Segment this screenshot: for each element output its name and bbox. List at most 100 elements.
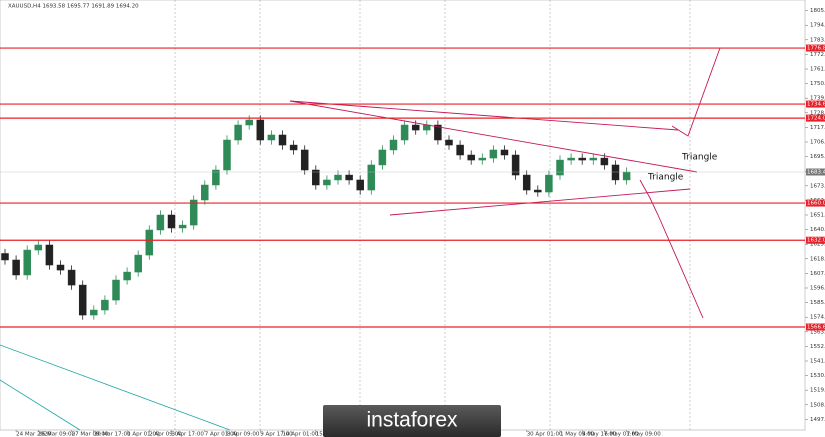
candle-body: [611, 164, 620, 181]
candle-body: [234, 124, 242, 141]
level-tag: [806, 100, 825, 108]
candle-body: [178, 224, 187, 229]
level-tag: [806, 114, 825, 122]
x-tick-label: 2 Apr 09:00: [149, 432, 182, 437]
candle-body: [12, 259, 20, 276]
candle-body: [411, 124, 420, 131]
y-tick-label: 1530.00: [810, 373, 825, 379]
candle-body: [34, 244, 43, 251]
candle-body: [323, 179, 331, 186]
x-tick-label: 30 Mar 17:00: [94, 432, 131, 437]
watermark-box: [323, 405, 501, 437]
candle-body: [511, 154, 520, 176]
triangle-lines: [289, 47, 721, 319]
candle-body: [423, 124, 431, 131]
y-tick-label: 1717.00: [810, 125, 825, 131]
current-price-label: 1683.40: [807, 170, 825, 176]
level-label: 1776.80: [807, 46, 825, 52]
level-tag: [806, 323, 825, 331]
level-label: 1660.00: [807, 201, 825, 207]
y-tick-label: 1629.00: [810, 242, 825, 248]
y-tick-label: 1541.00: [810, 358, 825, 364]
y-tick-label: 1651.00: [810, 213, 825, 219]
annotation: Triangle: [681, 153, 718, 163]
current-price-tag: [806, 168, 825, 176]
y-tick-label: 1750.00: [810, 81, 825, 87]
plot-area: [0, 0, 806, 431]
candle-body: [467, 154, 475, 161]
x-tick-label: 7 Apr 01:00: [205, 432, 238, 437]
candle-body: [101, 299, 109, 311]
candle-body: [278, 134, 287, 146]
candle-body: [578, 157, 586, 161]
candle-body: [400, 124, 409, 141]
annotation: Triangle: [647, 173, 684, 183]
candles: [1, 115, 631, 320]
y-tick-label: 1497.00: [810, 417, 825, 423]
x-tick-label: 9 Apr 17:00: [260, 432, 293, 437]
level-label: 1566.60: [807, 325, 825, 331]
candle-body: [378, 149, 387, 166]
candle-body: [600, 157, 609, 166]
candle-body: [67, 269, 76, 286]
candle-body: [545, 174, 553, 193]
candle-body: [245, 119, 253, 126]
candle-body: [434, 124, 442, 141]
chart-title: XAUUSD,H4 1693.58 1695.77 1691.89 1694.2…: [8, 4, 139, 10]
level-label: 1724.00: [807, 116, 825, 122]
candle-body: [201, 184, 209, 201]
y-tick-label: 1805.00: [810, 8, 825, 14]
candle-body: [356, 179, 364, 191]
y-tick-label: 1607.00: [810, 271, 825, 277]
candle-body: [389, 139, 398, 151]
candle-body: [500, 149, 509, 156]
y-tick-label: 1772.00: [810, 52, 825, 58]
x-tick-label: 1 May 09:00: [560, 432, 595, 437]
candle-body: [489, 149, 498, 159]
candle-body: [56, 264, 65, 271]
x-tick-label: 3 Apr 17:00: [172, 432, 205, 437]
candle-body: [367, 164, 376, 191]
watermark: instaforex: [366, 409, 458, 432]
y-tick-label: 1783.00: [810, 37, 825, 43]
candle-body: [334, 174, 342, 181]
y-tick-label: 1739.00: [810, 96, 825, 102]
channel-lines: [0, 344, 231, 431]
candle-body: [156, 214, 165, 231]
candle-body: [534, 189, 542, 193]
candle-body: [556, 159, 564, 176]
candle-body: [90, 309, 98, 316]
x-tick-label: 4 May 17:00: [582, 432, 617, 437]
candle-body: [312, 169, 320, 186]
y-tick-label: 1640.00: [810, 227, 825, 233]
candle-body: [478, 157, 487, 161]
y-tick-label: 1673.00: [810, 183, 825, 189]
candle-body: [345, 174, 353, 181]
candle-body: [223, 139, 231, 171]
level-tag: [806, 199, 825, 207]
x-tick-label: 1 Apr 01:00: [127, 432, 160, 437]
candle-body: [456, 144, 464, 156]
y-tick-label: 1563.00: [810, 329, 825, 335]
level-label: 1734.60: [807, 102, 825, 108]
y-tick-label: 1618.00: [810, 256, 825, 262]
y-tick-label: 1519.00: [810, 388, 825, 394]
y-tick-label: 1508.00: [810, 402, 825, 408]
x-tick-label: 26 Mar 09:00: [38, 432, 75, 437]
y-tick-label: 1552.00: [810, 344, 825, 350]
candle-body: [145, 229, 154, 256]
y-tick-label: 1761.00: [810, 67, 825, 73]
y-tick-label: 1728.00: [810, 110, 825, 116]
y-tick-label: 1695.00: [810, 154, 825, 160]
candle-body: [289, 144, 298, 151]
level-label: 1632.00: [807, 238, 825, 244]
y-tick-label: 1574.00: [810, 315, 825, 321]
y-tick-label: 1794.00: [810, 23, 825, 29]
candle-body: [267, 134, 276, 141]
candle-body: [23, 249, 31, 276]
candle-body: [567, 157, 575, 161]
x-tick-label: 15 Apr 09:00: [316, 432, 352, 437]
y-tick-label: 1585.00: [810, 300, 825, 306]
